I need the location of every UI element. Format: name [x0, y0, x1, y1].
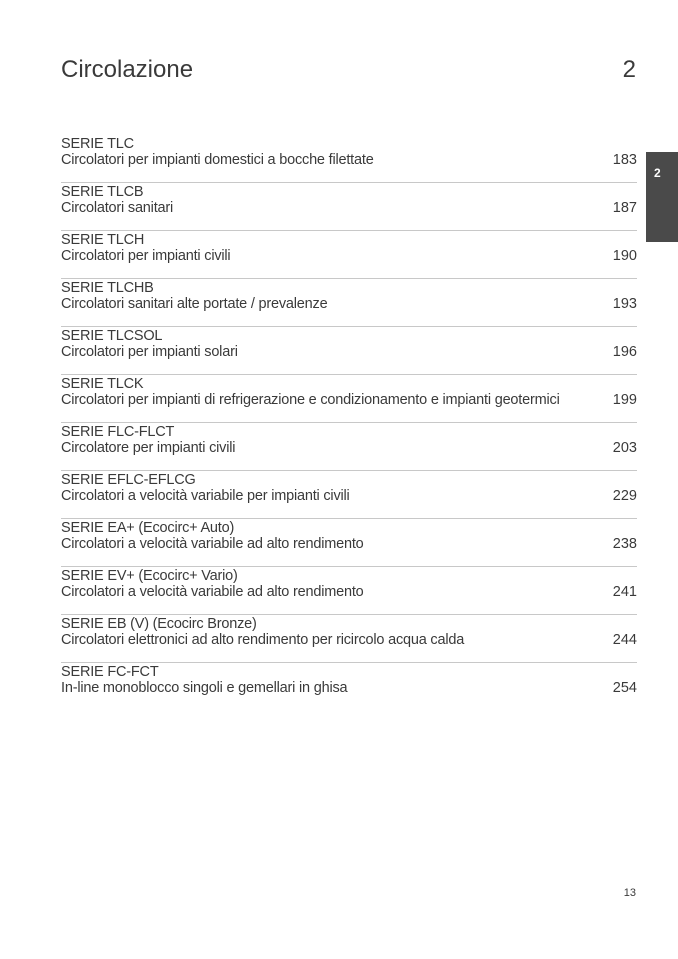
toc-page-number[interactable]: 241 [612, 584, 637, 600]
toc-series: SERIE TLCH [61, 232, 145, 248]
table-of-contents: SERIE TLC Circolatori per impianti domes… [61, 136, 637, 712]
toc-entry[interactable]: SERIE TLCK Circolatori per impianti di r… [61, 376, 637, 423]
toc-entry[interactable]: SERIE TLCH Circolatori per impianti civi… [61, 232, 637, 279]
toc-series: SERIE TLC [61, 136, 134, 152]
toc-series: SERIE EB (V) (Ecocirc Bronze) [61, 616, 257, 632]
toc-entry[interactable]: SERIE TLCHB Circolatori sanitari alte po… [61, 280, 637, 327]
page-number: 13 [623, 887, 636, 899]
toc-description: Circolatori a velocità variabile ad alto… [61, 584, 364, 600]
toc-entry[interactable]: SERIE EB (V) (Ecocirc Bronze) Circolator… [61, 616, 637, 663]
toc-description: Circolatori sanitari [61, 200, 174, 216]
toc-description: Circolatori per impianti civili [61, 248, 231, 264]
toc-description: Circolatori per impianti solari [61, 344, 238, 360]
toc-page-number[interactable]: 196 [612, 344, 637, 360]
toc-series: SERIE EV+ (Ecocirc+ Vario) [61, 568, 238, 584]
page-title: Circolazione [61, 56, 194, 83]
toc-entry[interactable]: SERIE EA+ (Ecocirc+ Auto) Circolatori a … [61, 520, 637, 567]
toc-series: SERIE FLC-FLCT [61, 424, 175, 440]
toc-description: Circolatori a velocità variabile per imp… [61, 488, 350, 504]
toc-series: SERIE TLCB [61, 184, 144, 200]
toc-entry[interactable]: SERIE EFLC-EFLCG Circolatori a velocità … [61, 472, 637, 519]
toc-page-number[interactable]: 187 [612, 200, 637, 216]
toc-series: SERIE EA+ (Ecocirc+ Auto) [61, 520, 235, 536]
side-tab-label: 2 [654, 166, 661, 180]
toc-description: In-line monoblocco singoli e gemellari i… [61, 680, 348, 696]
toc-page-number[interactable]: 254 [612, 680, 637, 696]
toc-series: SERIE TLCK [61, 376, 144, 392]
toc-page-number[interactable]: 244 [612, 632, 637, 648]
toc-series: SERIE EFLC-EFLCG [61, 472, 196, 488]
toc-description: Circolatore per impianti civili [61, 440, 236, 456]
toc-series: SERIE TLCSOL [61, 328, 163, 344]
toc-description: Circolatori per impianti domestici a boc… [61, 152, 374, 168]
toc-entry[interactable]: SERIE FC-FCT In-line monoblocco singoli … [61, 664, 637, 711]
toc-page-number[interactable]: 238 [612, 536, 637, 552]
toc-entry[interactable]: SERIE TLCB Circolatori sanitari 187 [61, 184, 637, 231]
toc-entry[interactable]: SERIE TLC Circolatori per impianti domes… [61, 136, 637, 183]
toc-page-number[interactable]: 183 [612, 152, 637, 168]
toc-description: Circolatori a velocità variabile ad alto… [61, 536, 364, 552]
toc-series: SERIE TLCHB [61, 280, 154, 296]
toc-page-number[interactable]: 203 [612, 440, 637, 456]
toc-page-number[interactable]: 199 [612, 392, 637, 408]
toc-page-number[interactable]: 190 [612, 248, 637, 264]
toc-series: SERIE FC-FCT [61, 664, 159, 680]
chapter-number: 2 [622, 56, 636, 83]
toc-description: Circolatori elettronici ad alto rendimen… [61, 632, 465, 648]
chapter-side-tab[interactable]: 2 [646, 152, 678, 242]
toc-page-number[interactable]: 229 [612, 488, 637, 504]
toc-description: Circolatori per impianti di refrigerazio… [61, 392, 560, 408]
toc-page-number[interactable]: 193 [612, 296, 637, 312]
toc-entry[interactable]: SERIE TLCSOL Circolatori per impianti so… [61, 328, 637, 375]
toc-entry[interactable]: SERIE EV+ (Ecocirc+ Vario) Circolatori a… [61, 568, 637, 615]
toc-description: Circolatori sanitari alte portate / prev… [61, 296, 328, 312]
toc-entry[interactable]: SERIE FLC-FLCT Circolatore per impianti … [61, 424, 637, 471]
